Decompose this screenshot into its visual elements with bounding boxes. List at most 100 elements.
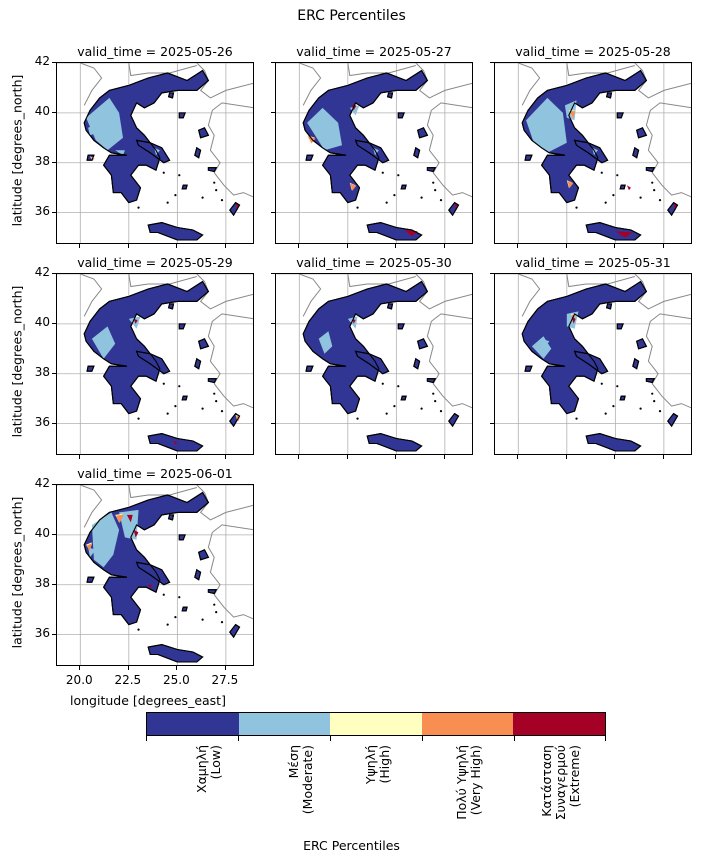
x-tick-mark [176, 244, 178, 248]
y-tick-mark [271, 422, 275, 424]
y-tick-label: 38 [34, 364, 50, 379]
colorbar-swatch-3 [330, 713, 422, 735]
y-tick-mark [52, 372, 56, 374]
colorbar-label-2: Μέση (Moderate) [286, 745, 315, 815]
colorbar-swatch-1 [147, 713, 239, 735]
y-tick-mark [52, 422, 56, 424]
x-tick-mark [298, 244, 300, 248]
y-tick-mark [52, 633, 56, 635]
x-tick-mark [662, 455, 664, 459]
y-tick-mark [52, 484, 56, 485]
y-tick-mark [52, 583, 56, 585]
x-tick-mark [79, 666, 81, 670]
x-tick-mark [346, 244, 348, 248]
y-tick-mark [271, 372, 275, 374]
y-tick-mark [52, 161, 56, 163]
y-tick-label: 40 [34, 314, 50, 329]
colorbar-tick [330, 736, 331, 741]
colorbar-label-5: Κατάσταση Συναγερμού (Extreme) [539, 745, 582, 821]
colorbar-tick [605, 736, 606, 741]
panel-title-7: valid_time = 2025-06-01 [77, 466, 233, 481]
x-tick-mark [79, 244, 81, 248]
x-tick-mark [565, 455, 567, 459]
x-tick-mark [614, 244, 616, 248]
y-tick-label: 36 [34, 203, 50, 218]
y-tick-mark [490, 62, 494, 63]
x-tick-mark [517, 244, 519, 248]
y-tick-mark [490, 422, 494, 424]
y-tick-mark [271, 211, 275, 213]
panel-title-3: valid_time = 2025-05-28 [515, 44, 671, 59]
map-panel-2025-05-31 [494, 273, 692, 455]
map-panel-2025-05-26 [56, 62, 254, 244]
x-tick-mark [224, 455, 226, 459]
colorbar [146, 712, 606, 736]
x-tick-mark [346, 455, 348, 459]
colorbar-swatch-4 [421, 713, 514, 735]
y-tick-mark [490, 273, 494, 274]
x-tick-mark [224, 666, 226, 670]
map-panel-2025-05-29 [56, 273, 254, 455]
x-axis-label: longitude [degrees_east] [70, 693, 226, 708]
colorbar-tick [238, 736, 239, 741]
y-tick-mark [52, 533, 56, 535]
y-tick-label: 36 [34, 625, 50, 640]
x-tick-mark [395, 244, 397, 248]
x-tick-label: 22.5 [114, 673, 142, 687]
y-tick-mark [490, 161, 494, 163]
x-tick-mark [79, 455, 81, 459]
y-tick-mark [52, 273, 56, 274]
y-tick-mark [490, 372, 494, 374]
x-tick-label: 20.0 [65, 673, 93, 687]
x-tick-label: 25.0 [162, 673, 190, 687]
colorbar-tick [514, 736, 515, 741]
x-tick-mark [662, 244, 664, 248]
y-tick-mark [52, 322, 56, 324]
y-tick-mark [52, 211, 56, 213]
y-tick-label: 40 [34, 103, 50, 118]
x-tick-mark [176, 666, 178, 670]
x-tick-mark [395, 455, 397, 459]
y-tick-label: 42 [34, 265, 50, 279]
x-tick-mark [565, 244, 567, 248]
y-tick-mark [271, 62, 275, 63]
x-tick-mark [127, 666, 129, 670]
y-tick-mark [271, 273, 275, 274]
y-tick-label: 38 [34, 575, 50, 590]
y-tick-mark [52, 62, 56, 63]
colorbar-label-3: Υψηλή (High) [363, 745, 392, 785]
map-panel-2025-06-01 [56, 484, 254, 666]
x-tick-mark [127, 455, 129, 459]
x-tick-mark [224, 244, 226, 248]
y-tick-label: 40 [34, 525, 50, 540]
x-tick-mark [127, 244, 129, 248]
y-tick-mark [490, 322, 494, 324]
y-tick-mark [271, 161, 275, 163]
colorbar-label-4: Πολύ Υψηλή (Very High) [454, 745, 483, 820]
colorbar-swatch-5 [513, 713, 605, 735]
x-tick-mark [443, 455, 445, 459]
colorbar-tick [146, 736, 147, 741]
panel-title-5: valid_time = 2025-05-30 [296, 255, 452, 270]
y-tick-mark [490, 211, 494, 213]
y-tick-label: 42 [34, 54, 50, 68]
x-tick-mark [517, 455, 519, 459]
y-tick-mark [490, 111, 494, 113]
x-tick-mark [614, 455, 616, 459]
y-tick-label: 42 [34, 476, 50, 490]
map-panel-2025-05-30 [275, 273, 473, 455]
y-tick-mark [271, 111, 275, 113]
map-panel-2025-05-28 [494, 62, 692, 244]
figure-title: ERC Percentiles [297, 8, 406, 24]
x-tick-mark [443, 244, 445, 248]
y-tick-mark [271, 322, 275, 324]
x-tick-label: 27.5 [211, 673, 239, 687]
y-tick-label: 36 [34, 414, 50, 429]
panel-title-2: valid_time = 2025-05-27 [296, 44, 452, 59]
colorbar-tick [422, 736, 423, 741]
panel-title-4: valid_time = 2025-05-29 [77, 255, 233, 270]
x-tick-mark [298, 455, 300, 459]
colorbar-swatch-2 [238, 713, 331, 735]
colorbar-title: ERC Percentiles [303, 838, 400, 853]
panel-title-6: valid_time = 2025-05-31 [515, 255, 671, 270]
